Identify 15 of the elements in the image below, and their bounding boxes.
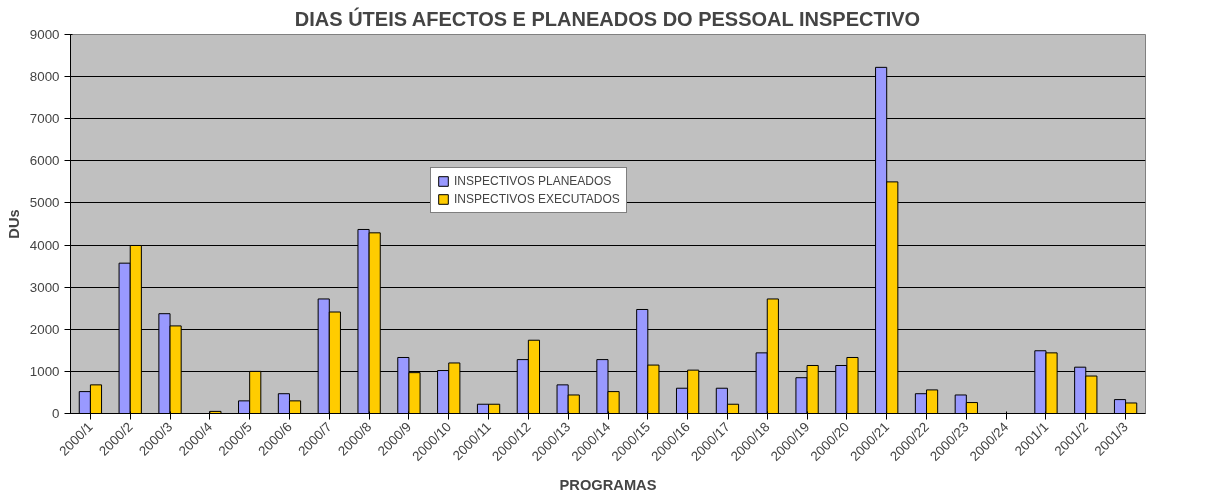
y-tick-label: 7000: [29, 111, 60, 127]
y-tick-label: 2000: [29, 321, 60, 337]
y-tick-label: 6000: [29, 153, 60, 169]
chart-title: DIAS ÚTEIS AFECTOS E PLANEADOS DO PESSOAL INSPECTIVO: [294, 6, 921, 30]
y-tick-label: 9000: [29, 27, 60, 42]
y-tick-label: 5000: [29, 195, 60, 211]
legend-label: INSPECTIVOS PLANEADOS: [454, 174, 612, 188]
y-axis-title: DUs: [5, 209, 22, 239]
y-tick-label: 0: [52, 406, 60, 421]
x-axis-title: PROGRAMAS: [559, 477, 657, 494]
legend-label: INSPECTIVOS EXECUTADOS: [454, 192, 620, 206]
y-tick-label: 1000: [29, 363, 60, 379]
y-tick-label: 3000: [29, 279, 60, 295]
y-tick-label: 8000: [29, 69, 60, 85]
y-tick-label: 4000: [29, 237, 60, 253]
